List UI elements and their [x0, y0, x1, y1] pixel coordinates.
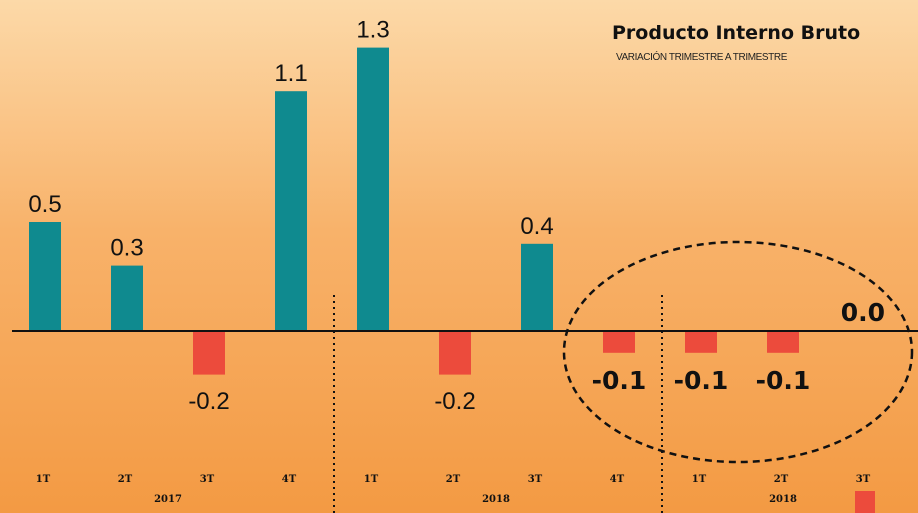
chart-title: Producto Interno Bruto [612, 22, 861, 44]
data-label-8: -0.1 [674, 366, 729, 395]
tick-label-6: 3T [528, 474, 543, 485]
tick-label-0: 1T [36, 474, 51, 485]
data-label-2: -0.2 [188, 388, 229, 415]
data-label-0: 0.5 [28, 191, 61, 218]
year-label-0: 2017 [154, 494, 182, 505]
tick-label-3: 4T [282, 474, 297, 485]
data-label-7: -0.1 [592, 366, 647, 395]
tick-label-4: 1T [364, 474, 379, 485]
bar-1t-4 [357, 47, 389, 331]
bar-2t-5 [439, 331, 471, 375]
partial-bar-marker [855, 491, 875, 513]
bar-1t-0 [29, 222, 61, 331]
bar-1t-8 [685, 331, 717, 353]
data-label-4: 1.3 [356, 17, 389, 44]
bar-4t-3 [275, 91, 307, 331]
data-label-3: 1.1 [274, 60, 307, 87]
chart-subtitle: VARIACIÓN TRIMESTRE A TRIMESTRE [616, 52, 787, 63]
tick-label-9: 2T [774, 474, 789, 485]
bar-2t-9 [767, 331, 799, 353]
tick-label-5: 2T [446, 474, 461, 485]
year-label-2: 2018 [769, 494, 797, 505]
highlight-ellipse [562, 240, 914, 464]
tick-label-10: 3T [856, 474, 871, 485]
bar-2t-1 [111, 265, 143, 331]
data-label-9: -0.1 [756, 366, 811, 395]
data-label-10: 0.0 [841, 298, 885, 327]
bar-4t-7 [603, 331, 635, 353]
tick-label-1: 2T [118, 474, 133, 485]
bar-3t-6 [521, 243, 553, 331]
data-label-1: 0.3 [110, 235, 143, 262]
tick-label-7: 4T [610, 474, 625, 485]
data-label-5: -0.2 [434, 388, 475, 415]
year-label-1: 2018 [482, 494, 510, 505]
tick-label-2: 3T [200, 474, 215, 485]
data-label-6: 0.4 [520, 213, 553, 240]
tick-label-8: 1T [692, 474, 707, 485]
bar-3t-2 [193, 331, 225, 375]
